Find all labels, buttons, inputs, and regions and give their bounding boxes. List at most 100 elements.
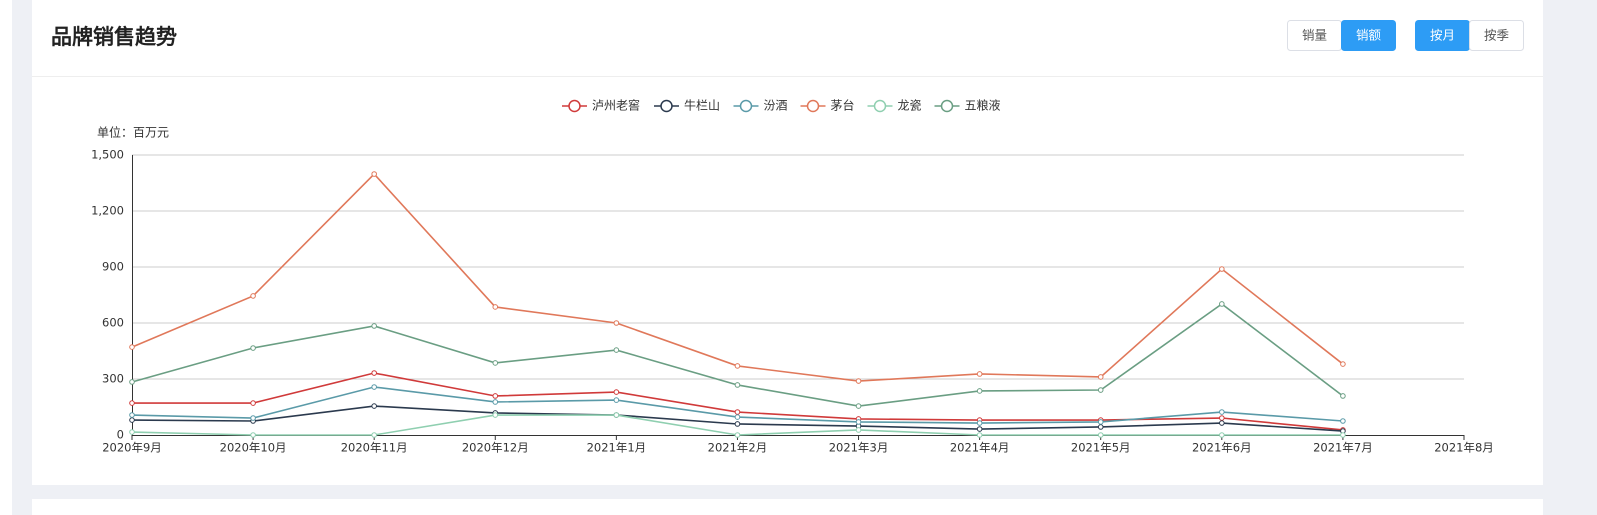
y-tick-label: 0 — [117, 428, 124, 442]
data-point — [371, 432, 377, 438]
x-tick-label: 2020年9月 — [102, 441, 162, 455]
x-tick-label: 2021年8月 — [1434, 441, 1494, 455]
next-card — [32, 499, 1543, 515]
x-tick-label: 2020年12月 — [462, 441, 529, 455]
x-tick-label: 2021年1月 — [587, 441, 647, 455]
toggle-label[interactable]: 销额 — [1356, 28, 1382, 43]
legend-label: 牛栏山 — [684, 98, 720, 113]
legend-marker — [660, 99, 673, 113]
data-point — [1219, 415, 1225, 421]
data-point — [492, 393, 499, 399]
data-point — [613, 397, 620, 403]
data-point — [1097, 432, 1104, 438]
data-point — [734, 432, 741, 438]
data-point — [371, 323, 377, 329]
legend-label: 茅台 — [831, 98, 855, 113]
data-point — [1219, 301, 1225, 307]
data-point — [613, 412, 620, 418]
data-point — [250, 400, 256, 406]
data-point — [1097, 387, 1104, 393]
data-point — [129, 417, 135, 423]
y-tick-label: 900 — [102, 260, 124, 274]
data-point — [129, 344, 135, 350]
y-tick-label: 1,200 — [91, 204, 124, 218]
data-point — [1097, 419, 1104, 425]
legend-marker — [739, 99, 753, 113]
x-tick-label: 2020年10月 — [220, 441, 287, 455]
data-point — [855, 403, 862, 409]
data-point — [734, 409, 741, 415]
data-point — [855, 427, 862, 433]
data-point — [976, 420, 983, 426]
legend-marker — [806, 99, 820, 113]
data-point — [1340, 393, 1346, 399]
data-point — [250, 345, 256, 351]
data-point — [613, 389, 620, 395]
data-point — [492, 399, 499, 405]
data-point — [1340, 432, 1346, 438]
data-point — [734, 382, 741, 388]
data-point — [613, 320, 620, 326]
data-point — [1340, 418, 1346, 424]
data-point — [1097, 374, 1104, 380]
data-point — [1219, 266, 1225, 272]
data-point — [855, 419, 862, 425]
x-tick-label: 2021年3月 — [829, 441, 889, 455]
chart-title: 品牌销售趋势 — [51, 25, 177, 49]
data-point — [371, 370, 377, 376]
card — [32, 0, 1543, 485]
data-point — [855, 378, 862, 384]
data-point — [250, 415, 256, 421]
data-point — [976, 432, 983, 438]
data-point — [371, 384, 377, 390]
legend-marker — [568, 99, 581, 113]
data-point — [492, 412, 499, 418]
data-point — [734, 363, 741, 369]
data-point — [250, 293, 256, 299]
data-point — [734, 421, 741, 427]
toggle-button[interactable] — [1469, 20, 1524, 51]
x-tick-label: 2021年6月 — [1192, 441, 1252, 455]
data-point — [371, 403, 377, 409]
data-point — [1340, 361, 1346, 367]
legend-label: 龙瓷 — [898, 99, 922, 113]
toggle-label[interactable]: 按季 — [1484, 28, 1510, 43]
y-axis-unit: 单位：百万元 — [97, 125, 169, 140]
data-point — [1219, 432, 1225, 438]
toggle-label[interactable]: 销量 — [1302, 28, 1327, 43]
legend-marker — [940, 99, 954, 113]
data-point — [250, 432, 256, 438]
data-point — [492, 304, 499, 310]
data-point — [976, 371, 983, 377]
data-point — [129, 429, 135, 435]
y-tick-label: 300 — [102, 372, 124, 386]
x-tick-label: 2021年2月 — [708, 441, 768, 455]
data-point — [1097, 424, 1104, 430]
data-point — [613, 347, 620, 353]
data-point — [734, 414, 741, 420]
data-point — [371, 171, 377, 177]
toggle-label[interactable]: 按月 — [1430, 28, 1455, 43]
legend-label: 五粮液 — [965, 98, 1001, 113]
x-tick-label: 2021年4月 — [950, 441, 1010, 455]
x-tick-label: 2021年7月 — [1313, 441, 1373, 455]
data-point — [1219, 409, 1225, 415]
legend-marker — [873, 99, 887, 113]
data-point — [129, 412, 135, 418]
toggle-button[interactable] — [1341, 20, 1396, 51]
data-point — [129, 379, 135, 385]
side-strip — [0, 0, 12, 515]
y-tick-label: 600 — [102, 316, 124, 330]
x-tick-label: 2021年5月 — [1071, 441, 1131, 455]
x-tick-label: 2020年11月 — [341, 441, 408, 455]
legend-label: 汾酒 — [764, 99, 788, 113]
data-point — [129, 400, 135, 406]
legend-label: 泸州老窖 — [592, 98, 640, 113]
y-tick-label: 1,500 — [91, 148, 124, 162]
data-point — [976, 388, 983, 394]
data-point — [976, 426, 983, 432]
data-point — [1219, 420, 1225, 426]
data-point — [492, 360, 499, 366]
